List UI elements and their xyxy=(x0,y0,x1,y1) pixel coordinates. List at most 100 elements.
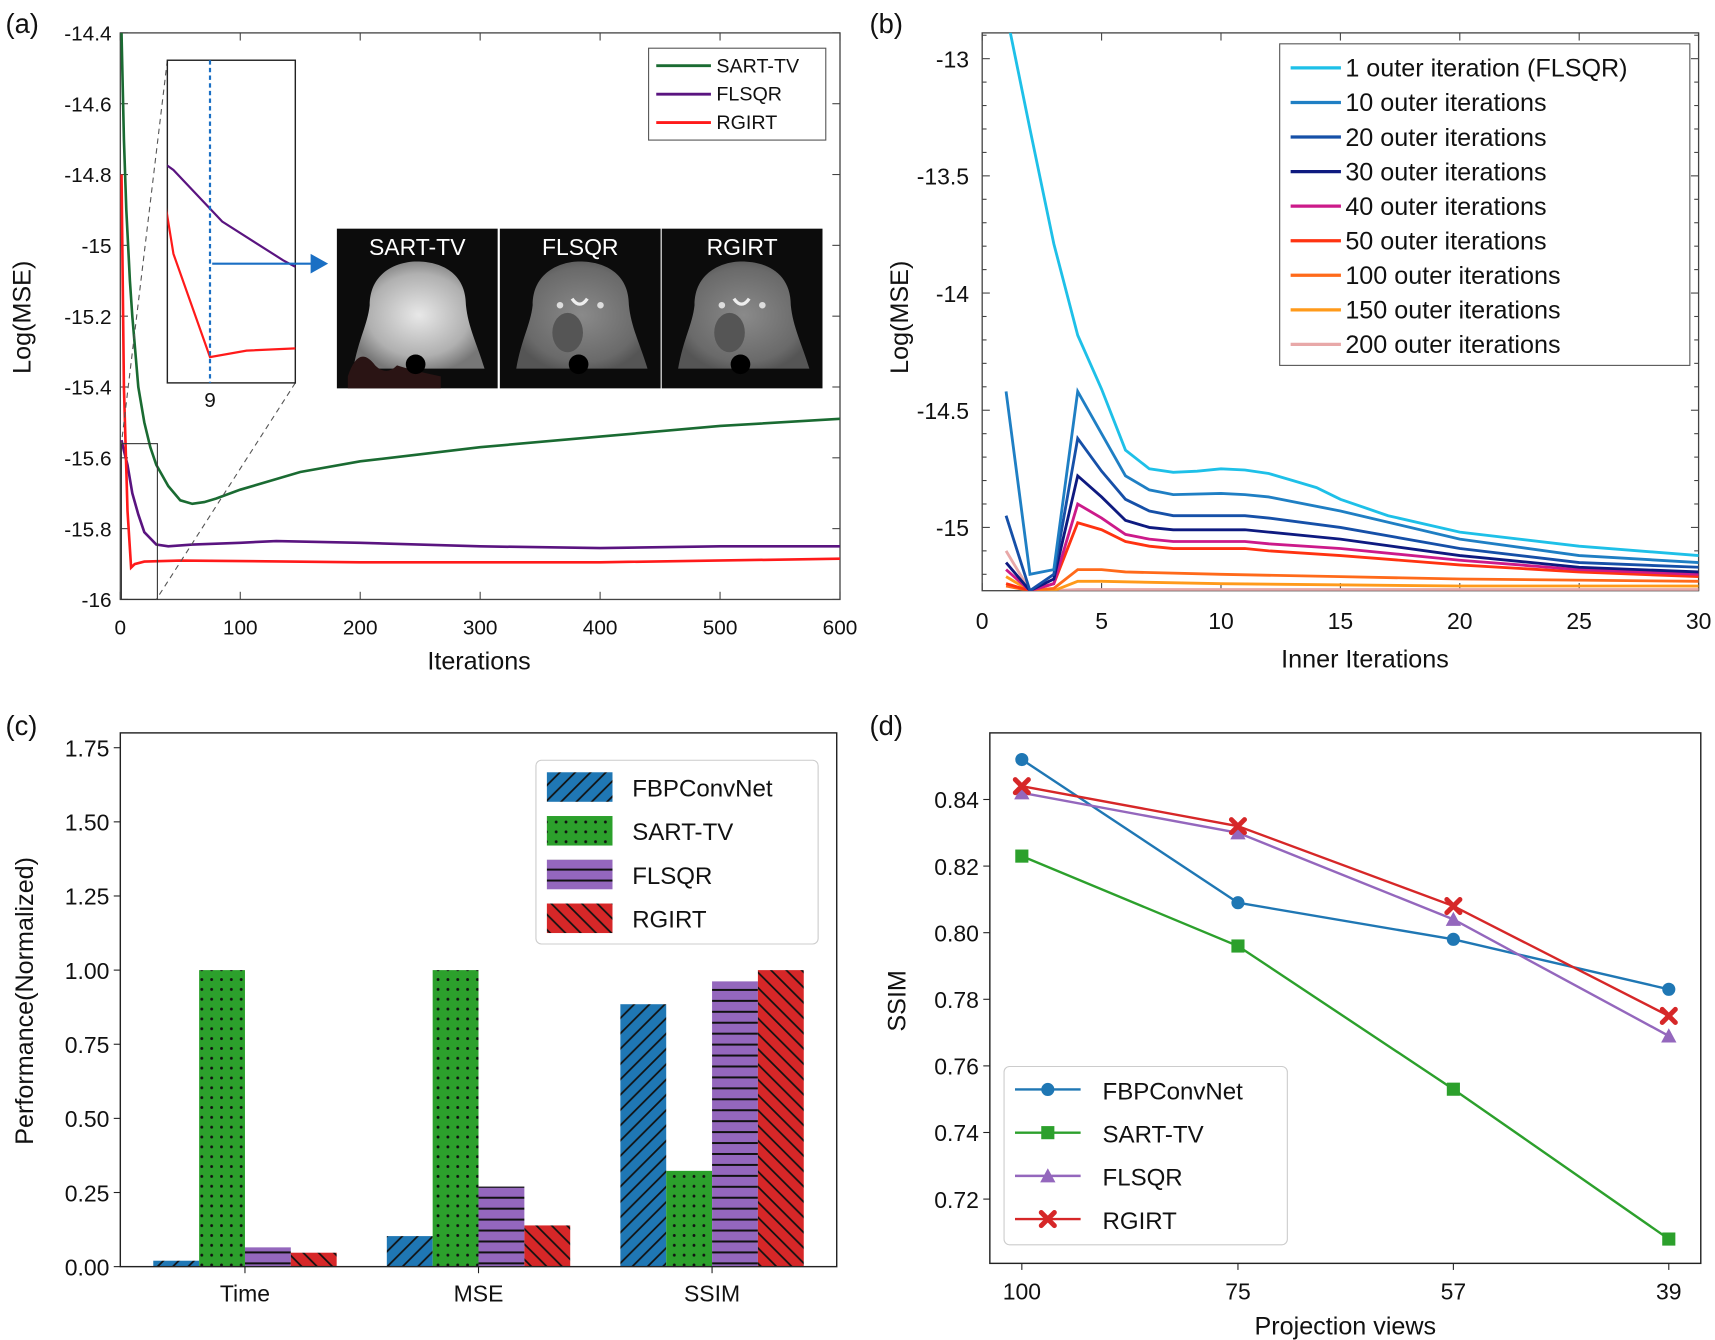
series-line xyxy=(1004,473,1699,591)
y-tick-label: -16 xyxy=(82,589,112,612)
legend-label: 100 outer iterations xyxy=(1345,262,1560,290)
marker-circle xyxy=(1662,982,1676,996)
y-tick-label: 0.78 xyxy=(934,987,979,1013)
plot-area xyxy=(1004,32,1699,591)
legend-label: SART-TV xyxy=(632,819,733,846)
x-tick-label: 0 xyxy=(976,608,989,634)
x-tick-label: 10 xyxy=(1208,608,1234,634)
x-tick-label: Time xyxy=(220,1281,270,1307)
reconstruction-image: SART-TV xyxy=(336,228,498,389)
bar-rgirt-mse xyxy=(524,1225,571,1267)
ct-detail xyxy=(730,354,751,375)
marker-triangle xyxy=(1661,1028,1677,1043)
marker-circle xyxy=(1231,896,1245,910)
marker-x xyxy=(1038,1210,1057,1229)
x-tick-label: 300 xyxy=(463,616,498,639)
legend-label: 150 outer iterations xyxy=(1345,297,1560,325)
bar-flsqr-mse xyxy=(478,1186,525,1267)
marker-triangle xyxy=(1014,785,1030,800)
legend: FBPConvNet SART-TV FLSQR RGIRT xyxy=(535,759,819,945)
series-line xyxy=(1008,32,1699,557)
x-tick-label: 30 xyxy=(1686,608,1712,634)
legend-frame xyxy=(535,759,819,945)
reconstruction-image: FLSQR xyxy=(499,228,661,389)
ct-slice-shape xyxy=(678,261,810,369)
legend-label: 20 outer iterations xyxy=(1345,124,1546,152)
legend: FBPConvNet SART-TV FLSQR RGIRT xyxy=(1003,1065,1288,1246)
legend-label: 50 outer iterations xyxy=(1345,227,1546,255)
image-label: SART-TV xyxy=(369,234,466,260)
bar-flsqr-time xyxy=(244,1247,291,1267)
y-tick-label: 0.80 xyxy=(934,920,979,946)
y-tick-label: 0.75 xyxy=(65,1032,110,1058)
ct-detail xyxy=(568,354,589,375)
panel-label: (b) xyxy=(870,8,903,39)
marker-square xyxy=(1015,849,1029,863)
series-line-flsqr xyxy=(120,439,840,550)
x-tick-label: 75 xyxy=(1225,1278,1251,1304)
panel-label: (a) xyxy=(5,8,38,39)
marker-square xyxy=(1231,939,1245,953)
y-tick-label: -14 xyxy=(936,281,969,307)
x-tick-label: MSE xyxy=(454,1281,504,1307)
legend-frame xyxy=(1003,1065,1288,1246)
y-tick-label: -15.4 xyxy=(64,377,111,400)
inset-series-flsqr xyxy=(167,164,296,268)
legend-label: FLSQR xyxy=(1103,1165,1183,1192)
arrow-right-icon xyxy=(310,253,329,274)
series-line-fbpconvnet xyxy=(1021,758,1670,991)
y-axis-label: Log(MSE) xyxy=(886,261,914,374)
y-tick-label: -14.8 xyxy=(64,164,111,187)
bar-sart-tv-time xyxy=(199,970,245,1267)
x-tick-label: 15 xyxy=(1328,608,1354,634)
y-tick-label: 0.50 xyxy=(65,1106,110,1132)
series-line xyxy=(1004,434,1699,591)
series-line-rgirt xyxy=(120,174,840,571)
y-tick-label: -15 xyxy=(82,235,112,258)
bar-fbpconvnet-ssim xyxy=(620,1004,667,1267)
bar-fbpconvnet-mse xyxy=(386,1236,433,1267)
bar-flsqr-ssim xyxy=(712,981,758,1267)
ct-artifact xyxy=(347,356,441,389)
legend-label: RGIRT xyxy=(716,112,777,134)
image-label: FLSQR xyxy=(542,234,619,260)
marker-x xyxy=(1012,777,1031,796)
x-axis-label: Inner Iterations xyxy=(1281,645,1449,673)
x-tick-label: 0 xyxy=(115,616,127,639)
zoom-region-box xyxy=(120,443,158,600)
legend-label: FLSQR xyxy=(716,84,782,106)
inset-x-tick-label: 9 xyxy=(204,389,216,412)
series-line xyxy=(1004,387,1699,576)
series-line xyxy=(1005,568,1699,591)
y-tick-label: -14.6 xyxy=(64,93,111,116)
y-tick-label: -15 xyxy=(936,515,969,541)
panel-label: (d) xyxy=(870,710,903,741)
bar-sart-tv-ssim xyxy=(666,1170,713,1267)
legend-label: 40 outer iterations xyxy=(1345,193,1546,221)
ct-detail xyxy=(732,297,751,306)
x-tick-label: 500 xyxy=(703,616,738,639)
marker-x xyxy=(1444,897,1463,916)
y-tick-label: -14.4 xyxy=(64,23,111,46)
y-tick-label: 0.25 xyxy=(65,1180,110,1206)
panel-b: (b) 0 5 10 15 20 25 30 -13 -13.5 -14 -14.5 -15 Inner … xyxy=(870,8,1712,673)
legend-label: 200 outer iterations xyxy=(1345,331,1560,359)
x-tick-label: 100 xyxy=(1003,1278,1041,1304)
legend-label: SART-TV xyxy=(1103,1122,1204,1149)
y-tick-label: -14.5 xyxy=(917,398,969,424)
x-axis-label: Iterations xyxy=(427,647,530,675)
x-tick-label: 100 xyxy=(223,616,258,639)
plot-area xyxy=(120,32,840,571)
y-axis-label: Performance(Normalized) xyxy=(11,857,39,1145)
panel-c: (c) Time MSE SSIM 0.00 0.25 0.50 0.75 1.00 1.25 1.… xyxy=(5,710,838,1307)
ct-detail xyxy=(405,354,426,375)
legend-label: FBPConvNet xyxy=(1103,1078,1244,1105)
x-tick-label: SSIM xyxy=(684,1281,740,1307)
legend-label: 30 outer iterations xyxy=(1345,158,1546,186)
ct-slice-shape xyxy=(353,261,485,369)
series-line-sart-tv xyxy=(120,32,840,506)
marker-x xyxy=(1659,1006,1678,1025)
x-tick-label: 400 xyxy=(583,616,618,639)
marker-triangle xyxy=(1445,911,1462,926)
axes-frame xyxy=(989,732,1702,1265)
